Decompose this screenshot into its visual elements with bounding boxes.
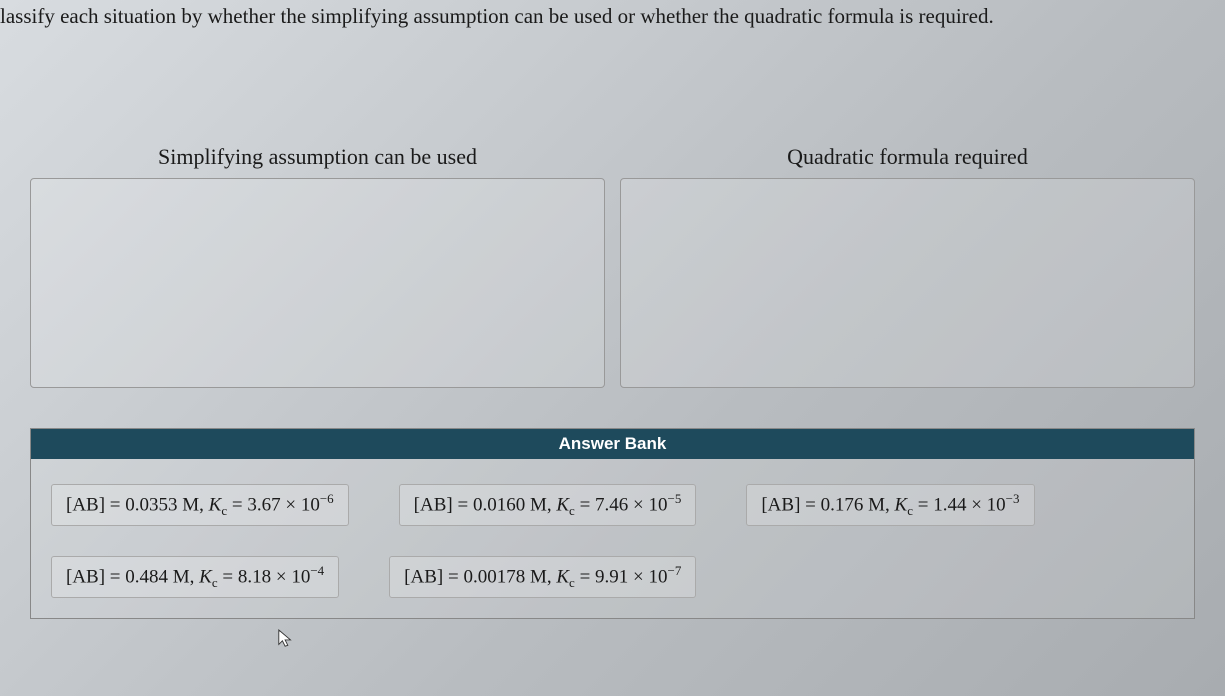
answer-item-3[interactable]: [AB] = 0.176 M, Kc = 1.44 × 10−3 [746, 484, 1034, 526]
answer-bank-items: [AB] = 0.0353 M, Kc = 3.67 × 10−6 [AB] =… [31, 459, 1194, 618]
kc-exp: −4 [310, 563, 324, 578]
drop-zone-right-label: Quadratic formula required [620, 144, 1195, 170]
kc-coeff: 1.44 [933, 494, 966, 515]
drop-zones-container: Simplifying assumption can be used Quadr… [0, 144, 1225, 388]
drop-zone-right[interactable] [620, 178, 1195, 388]
answer-item-2[interactable]: [AB] = 0.0160 M, Kc = 7.46 × 10−5 [399, 484, 697, 526]
ab-value: 0.0353 [125, 494, 177, 515]
kc-coeff: 9.91 [595, 566, 628, 587]
kc-exp: −7 [668, 563, 682, 578]
ab-value: 0.00178 [463, 566, 525, 587]
question-text: lassify each situation by whether the si… [0, 0, 1225, 29]
kc-exp: −3 [1006, 491, 1020, 506]
ab-value: 0.176 [821, 494, 864, 515]
ab-value: 0.0160 [473, 494, 525, 515]
drop-zone-right-wrapper: Quadratic formula required [620, 144, 1195, 388]
kc-exp: −5 [668, 491, 682, 506]
kc-exp: −6 [320, 491, 334, 506]
answer-item-1[interactable]: [AB] = 0.0353 M, Kc = 3.67 × 10−6 [51, 484, 349, 526]
answer-bank-header: Answer Bank [31, 429, 1194, 459]
kc-coeff: 3.67 [247, 494, 280, 515]
kc-coeff: 8.18 [238, 566, 271, 587]
cursor-icon [277, 628, 295, 650]
ab-value: 0.484 [125, 566, 168, 587]
answer-item-4[interactable]: [AB] = 0.484 M, Kc = 8.18 × 10−4 [51, 556, 339, 598]
drop-zone-left-wrapper: Simplifying assumption can be used [30, 144, 605, 388]
kc-coeff: 7.46 [595, 494, 628, 515]
drop-zone-left-label: Simplifying assumption can be used [30, 144, 605, 170]
drop-zone-left[interactable] [30, 178, 605, 388]
answer-item-5[interactable]: [AB] = 0.00178 M, Kc = 9.91 × 10−7 [389, 556, 696, 598]
answer-bank-section: Answer Bank [AB] = 0.0353 M, Kc = 3.67 ×… [30, 428, 1195, 619]
